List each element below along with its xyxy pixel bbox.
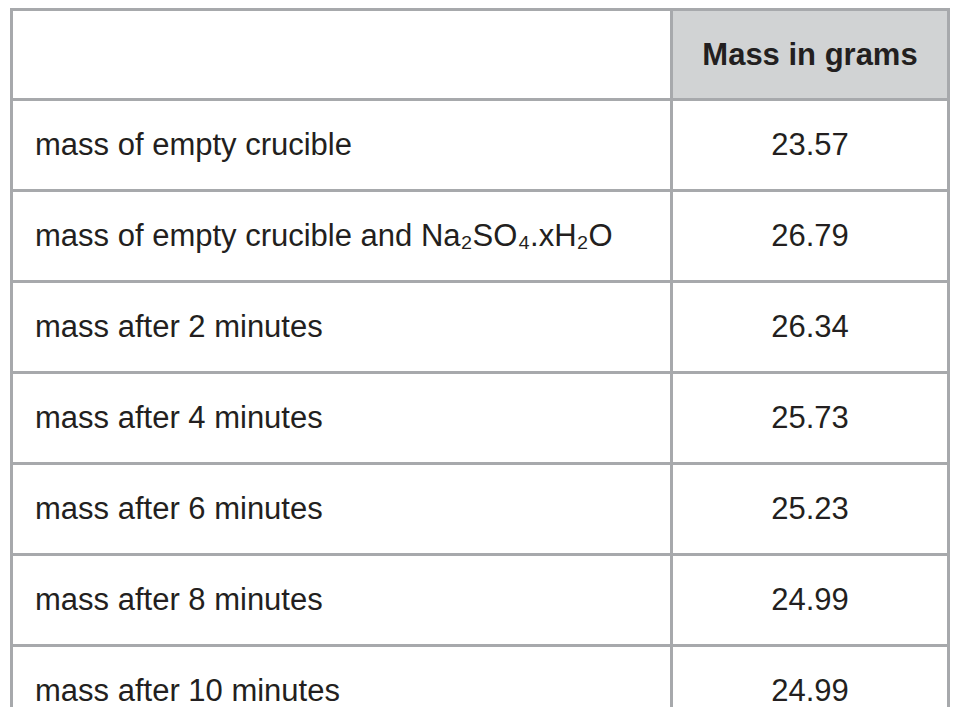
table-row: mass of empty crucible and Na₂SO₄.xH₂O26… [12,191,949,282]
table-row: mass after 2 minutes26.34 [12,282,949,373]
value-column-header: Mass in grams [672,10,949,100]
row-label: mass after 4 minutes [12,373,672,464]
row-label: mass after 6 minutes [12,464,672,555]
document-page: Mass in grams mass of empty crucible23.5… [0,0,955,707]
table-row: mass after 6 minutes25.23 [12,464,949,555]
blank-header-cell [12,10,672,100]
row-value: 25.23 [672,464,949,555]
row-value: 23.57 [672,100,949,191]
row-value: 24.99 [672,555,949,646]
row-label: mass after 8 minutes [12,555,672,646]
row-value: 26.34 [672,282,949,373]
row-label: mass of empty crucible [12,100,672,191]
table-row: mass after 10 minutes24.99 [12,646,949,707]
row-value: 26.79 [672,191,949,282]
table-row: mass of empty crucible23.57 [12,100,949,191]
row-label: mass of empty crucible and Na₂SO₄.xH₂O [12,191,672,282]
row-label: mass after 2 minutes [12,282,672,373]
table-row: mass after 4 minutes25.73 [12,373,949,464]
mass-measurements-table: Mass in grams mass of empty crucible23.5… [10,8,950,707]
row-value: 24.99 [672,646,949,707]
row-label: mass after 10 minutes [12,646,672,707]
row-value: 25.73 [672,373,949,464]
table-row: mass after 8 minutes24.99 [12,555,949,646]
table-header-row: Mass in grams [12,10,949,100]
